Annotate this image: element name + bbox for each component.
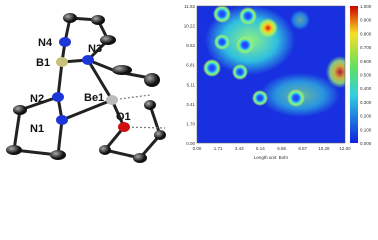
bond: [56, 60, 64, 99]
nitrogen: [52, 92, 64, 102]
carbon: [144, 73, 160, 87]
carbon: [6, 145, 22, 155]
colorbar-tick-label: 0.000: [360, 141, 372, 146]
x-tick-label: 1.71: [214, 146, 223, 151]
map-frame: [196, 5, 346, 144]
bond: [18, 95, 60, 112]
beryllium: [106, 95, 118, 105]
x-axis-label: Length unit: Bohr: [254, 155, 289, 160]
bond: [12, 108, 22, 152]
colorbar-tick-label: 0.500: [360, 73, 372, 78]
carbon: [133, 153, 147, 163]
y-tick-label: 8.52: [186, 43, 195, 48]
carbon: [154, 130, 166, 140]
bond: [60, 98, 114, 122]
ring: [239, 7, 257, 25]
carbon: [50, 150, 66, 160]
bond: [56, 118, 64, 157]
colorbar-tick-label: 0.700: [360, 45, 372, 50]
x-tick-label: 6.86: [277, 146, 286, 151]
ring: [236, 36, 254, 54]
atom-label: B1: [36, 57, 50, 69]
boron: [56, 57, 68, 67]
colorbar-tick-label: 0.800: [360, 31, 372, 36]
bond: [86, 58, 114, 102]
nitrogen: [56, 115, 68, 125]
ring: [287, 89, 305, 107]
y-tick-label: 5.11: [187, 82, 196, 87]
atom-label: N1: [30, 123, 44, 135]
x-tick-label: 10.28: [318, 146, 330, 151]
figure: N4 B1 N3 N2 Be1 O1 N1 Length unit: Bohr: [6, 4, 372, 163]
nitrogen: [59, 37, 71, 47]
colorbar-tick-label: 0.200: [360, 114, 372, 119]
atom-label: N2: [30, 93, 44, 105]
map: Length unit: Bohr: [196, 5, 358, 160]
glow: [290, 10, 310, 30]
x-tick-label: 3.43: [235, 146, 244, 151]
y-tick-label: 11.92: [184, 4, 195, 9]
colorbar-tick-label: 0.300: [360, 100, 372, 105]
x-tick-label: 8.57: [298, 146, 307, 151]
ring: [232, 64, 248, 80]
ring: [213, 6, 231, 23]
carbon: [99, 145, 111, 155]
y-tick-label: 10.22: [184, 24, 196, 29]
molecule: N4 B1 N3 N2 Be1 O1 N1: [6, 13, 166, 163]
atom-label: Be1: [84, 92, 104, 104]
glow: [326, 56, 345, 88]
atom-label: N4: [38, 37, 53, 49]
y-tick-label: 6.81: [186, 63, 195, 68]
y-tick-label: 0.00: [186, 141, 195, 146]
carbon: [63, 13, 77, 23]
x-tick-label: 0.00: [193, 146, 202, 151]
colorbar-tick-label: 1.000: [360, 4, 372, 9]
y-tick-label: 3.41: [186, 102, 195, 107]
carbon: [112, 65, 132, 75]
carbon: [13, 105, 27, 115]
atom-label: O1: [116, 111, 131, 123]
colorbar-tick-label: 0.400: [360, 86, 372, 91]
x-tick-label: 12.00: [339, 146, 351, 151]
carbon: [100, 35, 116, 45]
hot-spot: [258, 18, 278, 38]
colorbar-tick-label: 0.900: [360, 18, 372, 23]
ring: [203, 59, 221, 77]
ring: [252, 90, 268, 106]
oxygen: [118, 122, 130, 132]
atom-label: N3: [88, 43, 102, 55]
x-tick-label: 5.14: [256, 146, 265, 151]
ring: [214, 34, 230, 50]
colorbar-tick-label: 0.600: [360, 59, 372, 64]
disorder-bond: [123, 126, 166, 129]
carbon: [144, 100, 156, 110]
colorbar: [350, 6, 358, 143]
nitrogen: [82, 55, 94, 65]
colorbar-tick-label: 0.100: [360, 127, 372, 132]
y-tick-label: 1.70: [186, 121, 195, 126]
carbon: [91, 15, 105, 25]
bond: [148, 103, 162, 137]
